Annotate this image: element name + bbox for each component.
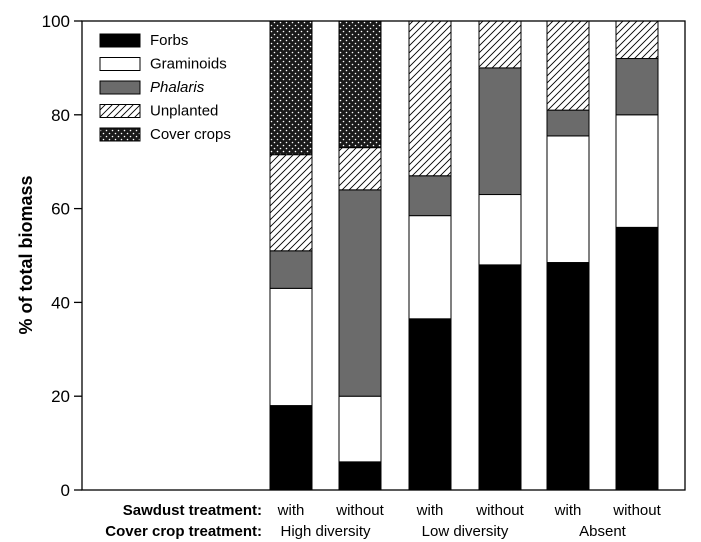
cover-crop-label-high-diversity: High diversity (280, 523, 371, 540)
legend-swatch-forbs (99, 33, 141, 48)
bar-4-segment-unplanted (478, 20, 522, 69)
bar-5-segment-forbs (546, 262, 590, 491)
y-axis-title: % of total biomass (16, 175, 36, 334)
bar-3-segment-graminoids (408, 215, 452, 320)
sawdust-label: with (416, 502, 444, 519)
bar-3-segment-forbs (408, 318, 452, 491)
axes-layer: 0 20 40 60 80 100 (42, 12, 686, 500)
bar-2-segment-phalaris (338, 189, 382, 397)
cover-crop-label-low-diversity: Low diversity (422, 523, 509, 540)
bar-6-segment-graminoids (615, 114, 659, 228)
sawdust-label: with (554, 502, 582, 519)
legend: Forbs Graminoids Phalaris Unplanted Cover cr… (99, 32, 231, 143)
bar-2-segment-unplanted (338, 147, 382, 191)
sawdust-label: without (612, 502, 661, 519)
bar-2-segment-forbs (338, 461, 382, 491)
legend-label-unplanted: Unplanted (150, 103, 218, 120)
legend-label-graminoids: Graminoids (150, 56, 227, 73)
bar-3-segment-unplanted (408, 20, 452, 177)
bar-6-segment-forbs (615, 226, 659, 491)
row-label-1: Sawdust treatment: (123, 502, 262, 519)
row-label-2: Cover crop treatment: (105, 523, 262, 540)
legend-label-phalaris: Phalaris (150, 79, 205, 96)
bar-1-segment-cover-crops (269, 20, 313, 156)
bar-1-segment-graminoids (269, 287, 313, 407)
legend-label-forbs: Forbs (150, 32, 188, 49)
plot-frame (81, 20, 686, 491)
bar-1-segment-phalaris (269, 250, 313, 289)
y-tick-label: 100 (42, 12, 70, 31)
category-labels: Sawdust treatment: Cover crop treatment: w… (105, 502, 661, 540)
y-tick-label: 0 (61, 481, 70, 500)
bars-layer (269, 20, 659, 491)
y-tick-label: 20 (51, 387, 70, 406)
legend-swatch-cover-crops (99, 127, 141, 142)
legend-swatch-phalaris (99, 80, 141, 95)
bar-6-segment-phalaris (615, 58, 659, 116)
sawdust-label: without (335, 502, 384, 519)
legend-swatch-unplanted (99, 104, 141, 118)
y-tick-label: 40 (51, 293, 70, 312)
bar-4-segment-graminoids (478, 194, 522, 266)
bar-5-segment-phalaris (546, 109, 590, 137)
bar-1-segment-unplanted (269, 154, 313, 252)
bar-2-segment-cover-crops (338, 20, 382, 149)
legend-label-cover-crops: Cover crops (150, 126, 231, 143)
bar-5-segment-graminoids (546, 135, 590, 264)
bar-6-segment-unplanted (615, 20, 659, 60)
bar-3-segment-phalaris (408, 175, 452, 217)
y-tick-label: 60 (51, 200, 70, 219)
sawdust-label: with (277, 502, 305, 519)
bar-5-segment-unplanted (546, 20, 590, 111)
bar-4-segment-forbs (478, 264, 522, 491)
legend-swatch-graminoids (99, 57, 141, 71)
bar-2-segment-graminoids (338, 395, 382, 463)
bar-4-segment-phalaris (478, 67, 522, 196)
y-tick-label: 80 (51, 106, 70, 125)
cover-crop-label-absent: Absent (579, 523, 627, 540)
sawdust-label: without (475, 502, 524, 519)
bar-1-segment-forbs (269, 405, 313, 491)
